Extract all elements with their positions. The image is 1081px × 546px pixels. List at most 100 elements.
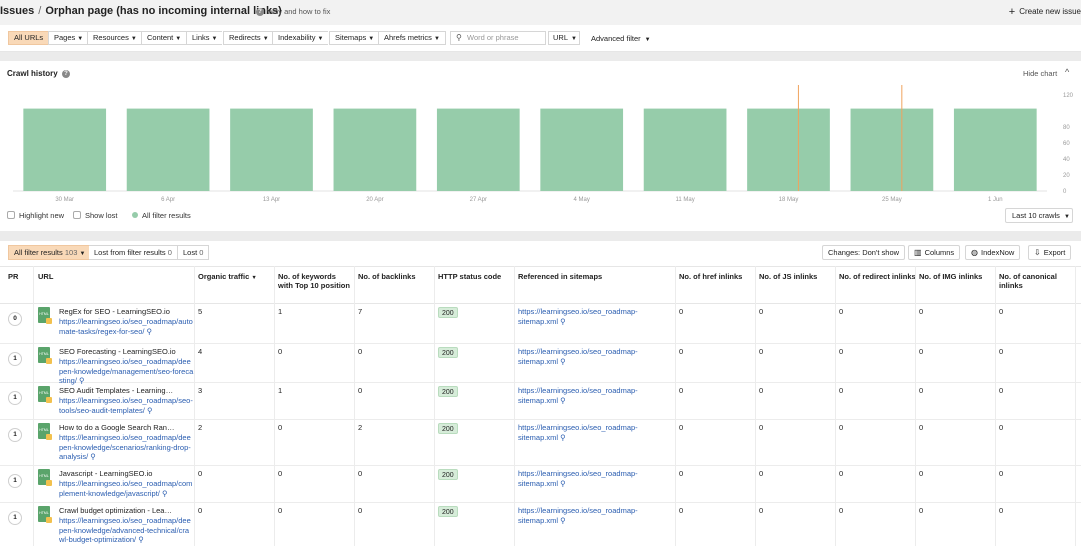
filter-sitemaps[interactable]: Sitemaps ▼ xyxy=(329,31,380,45)
page-title-cell: SEO Audit Templates - Learning… xyxy=(59,386,174,395)
href-inlinks-cell: 0 xyxy=(679,469,684,478)
status-badge: 200 xyxy=(438,347,458,358)
column-header-pr[interactable]: PR xyxy=(8,272,19,281)
sitemap-link[interactable]: https://learningseo.io/seo_roadmap-sitem… xyxy=(518,347,658,366)
export-button[interactable]: ⇩ Export xyxy=(1028,245,1072,260)
search-icon[interactable]: ⚲ xyxy=(560,395,566,405)
url-link[interactable]: https://learningseo.io/seo_roadmap/compl… xyxy=(59,479,194,498)
canonical-inlinks-cell: 0 xyxy=(999,307,1004,316)
tab-lost[interactable]: Lost 0 xyxy=(178,245,210,260)
chart-bar[interactable] xyxy=(126,108,210,191)
chart-bar[interactable] xyxy=(747,108,830,191)
url-link[interactable]: https://learningseo.io/seo_roadmap/deepe… xyxy=(59,516,194,545)
url-link[interactable]: https://learningseo.io/seo_roadmap/autom… xyxy=(59,317,194,336)
filter-label: Redirects xyxy=(229,33,261,42)
tab-all-filter-results[interactable]: All filter results 103 ▼ xyxy=(8,245,92,260)
create-issue-button[interactable]: + Create new issue xyxy=(1009,6,1081,18)
advanced-filter-button[interactable]: Advanced filter ▼ xyxy=(591,34,651,43)
column-header-http-status[interactable]: HTTP status code xyxy=(438,272,502,281)
search-input[interactable]: ⚲ Word or phrase xyxy=(450,31,546,45)
indexnow-button[interactable]: ◍ IndexNow xyxy=(965,245,1021,260)
search-icon[interactable]: ⚲ xyxy=(90,452,96,461)
column-header-canonical-inlinks[interactable]: No. of canonical inlinks xyxy=(999,272,1057,290)
sitemap-link[interactable]: https://learningseo.io/seo_roadmap-sitem… xyxy=(518,423,658,442)
chart-x-tick-label: 27 Apr xyxy=(470,197,487,203)
column-divider xyxy=(274,266,275,546)
chart-bar[interactable] xyxy=(436,108,520,191)
url-text: https://learningseo.io/seo_roadmap/compl… xyxy=(59,479,193,498)
sitemap-link[interactable]: https://learningseo.io/seo_roadmap-sitem… xyxy=(518,506,658,525)
chart-bar[interactable] xyxy=(23,108,107,191)
legend-all-filter-results[interactable]: All filter results xyxy=(132,211,191,220)
sitemap-link[interactable]: https://learningseo.io/seo_roadmap-sitem… xyxy=(518,307,658,326)
url-text: https://learningseo.io/seo_roadmap/seo-t… xyxy=(59,396,193,415)
chart-y-tick-label: 120 xyxy=(1063,93,1074,99)
column-header-organic-traffic[interactable]: Organic traffic ▼ xyxy=(198,272,257,283)
chart-bar[interactable] xyxy=(643,108,727,191)
chart-x-tick-label: 20 Apr xyxy=(366,197,383,203)
download-icon: ⇩ xyxy=(1034,248,1041,257)
backlinks-cell: 0 xyxy=(358,347,363,356)
help-link[interactable]: ? Why and how to fix xyxy=(256,7,330,17)
url-link[interactable]: https://learningseo.io/seo_roadmap/seo-t… xyxy=(59,396,194,415)
filter-resources[interactable]: Resources ▼ xyxy=(87,31,142,45)
sitemap-link[interactable]: https://learningseo.io/seo_roadmap-sitem… xyxy=(518,469,658,488)
column-header-sitemaps[interactable]: Referenced in sitemaps xyxy=(518,272,603,281)
search-icon[interactable]: ⚲ xyxy=(560,356,566,366)
collapse-icon[interactable]: ^ xyxy=(1065,67,1070,77)
chart-x-tick-label: 4 May xyxy=(574,197,590,203)
column-header-keywords[interactable]: No. of keywords with Top 10 position xyxy=(278,272,350,290)
search-icon[interactable]: ⚲ xyxy=(560,478,566,488)
column-header-js-inlinks[interactable]: No. of JS inlinks xyxy=(759,272,818,281)
breadcrumb-issues[interactable]: Issues xyxy=(0,5,35,17)
show-lost-toggle[interactable]: Show lost xyxy=(73,211,118,220)
url-link[interactable]: https://learningseo.io/seo_roadmap/deepe… xyxy=(59,433,194,462)
columns-button[interactable]: ▥ Columns xyxy=(908,245,961,260)
url-select[interactable]: URL ▼ xyxy=(548,31,580,45)
chart-bar[interactable] xyxy=(333,108,417,191)
chart-bar[interactable] xyxy=(850,108,934,191)
filter-all-urls[interactable]: All URLs xyxy=(8,31,49,45)
tab-lost-from-filter[interactable]: Lost from filter results 0 xyxy=(89,245,178,260)
filter-redirects[interactable]: Redirects ▼ xyxy=(223,31,274,45)
question-icon[interactable]: ? xyxy=(61,69,70,78)
last-crawls-select[interactable]: Last 10 crawls ▼ xyxy=(1005,208,1073,223)
search-icon[interactable]: ⚲ xyxy=(146,326,153,336)
column-header-href-inlinks[interactable]: No. of href inlinks xyxy=(679,272,743,281)
search-icon[interactable]: ⚲ xyxy=(560,316,566,326)
chart-y-tick-label: 20 xyxy=(1063,173,1070,179)
last-crawls-label: Last 10 crawls xyxy=(1012,211,1060,220)
chart-bar[interactable] xyxy=(540,108,624,191)
search-icon: ⚲ xyxy=(456,33,462,42)
search-icon[interactable]: ⚲ xyxy=(161,488,168,498)
redirect-inlinks-cell: 0 xyxy=(839,423,844,432)
redirect-inlinks-cell: 0 xyxy=(839,469,844,478)
search-icon[interactable]: ⚲ xyxy=(146,405,153,415)
column-header-url[interactable]: URL xyxy=(38,272,54,281)
hide-chart-button[interactable]: Hide chart xyxy=(1023,69,1058,78)
chart-bar[interactable] xyxy=(230,108,313,191)
changes-button[interactable]: Changes: Don't show xyxy=(822,245,906,260)
img-inlinks-cell: 0 xyxy=(919,307,924,316)
sitemap-link[interactable]: https://learningseo.io/seo_roadmap-sitem… xyxy=(518,386,658,405)
crawl-history-title: Crawl history ? xyxy=(7,69,73,78)
filter-pages[interactable]: Pages ▼ xyxy=(48,31,89,45)
column-header-img-inlinks[interactable]: No. of IMG inlinks xyxy=(919,272,983,281)
js-inlinks-cell: 0 xyxy=(759,386,764,395)
filter-links[interactable]: Links ▼ xyxy=(186,31,223,45)
column-header-backlinks[interactable]: No. of backlinks xyxy=(358,272,416,281)
url-link[interactable]: https://learningseo.io/seo_roadmap/deepe… xyxy=(59,357,194,386)
chart-bar[interactable] xyxy=(953,108,1037,191)
table-row: 1 SEO Forecasting - LearningSEO.io https… xyxy=(0,344,1081,386)
search-icon[interactable]: ⚲ xyxy=(138,535,144,544)
filter-indexability[interactable]: Indexability ▼ xyxy=(272,31,329,45)
filter-ahrefs-metrics[interactable]: Ahrefs metrics ▼ xyxy=(378,31,446,45)
search-icon[interactable]: ⚲ xyxy=(79,376,85,385)
filter-content[interactable]: Content ▼ xyxy=(141,31,187,45)
column-header-redirect-inlinks[interactable]: No. of redirect inlinks xyxy=(839,272,916,281)
highlight-new-toggle[interactable]: Highlight new xyxy=(7,211,64,220)
redirect-inlinks-cell: 0 xyxy=(839,347,844,356)
search-icon[interactable]: ⚲ xyxy=(560,432,566,442)
js-inlinks-cell: 0 xyxy=(759,469,764,478)
search-icon[interactable]: ⚲ xyxy=(560,515,566,525)
